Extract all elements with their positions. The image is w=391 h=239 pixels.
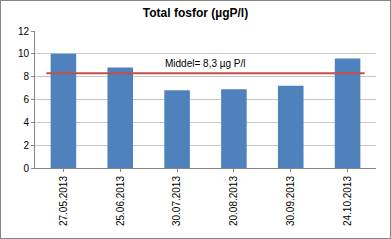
svg-text:6: 6 bbox=[23, 94, 29, 105]
svg-text:12: 12 bbox=[18, 26, 30, 37]
svg-text:2: 2 bbox=[23, 140, 29, 151]
svg-text:24.10.2013: 24.10.2013 bbox=[342, 176, 353, 226]
svg-text:25.06.2013: 25.06.2013 bbox=[115, 176, 126, 226]
svg-text:10: 10 bbox=[18, 48, 30, 59]
svg-text:8: 8 bbox=[23, 71, 29, 82]
svg-text:30.09.2013: 30.09.2013 bbox=[285, 176, 296, 226]
svg-text:4: 4 bbox=[23, 117, 29, 128]
svg-text:20.08.2013: 20.08.2013 bbox=[228, 176, 239, 226]
svg-text:0: 0 bbox=[23, 163, 29, 174]
svg-text:27.05.2013: 27.05.2013 bbox=[58, 176, 69, 226]
svg-text:Middel= 8,3 µg P/l: Middel= 8,3 µg P/l bbox=[165, 58, 246, 69]
svg-text:30.07.2013: 30.07.2013 bbox=[171, 176, 182, 226]
svg-text:Total fosfor (µgP/l): Total fosfor (µgP/l) bbox=[143, 6, 248, 20]
